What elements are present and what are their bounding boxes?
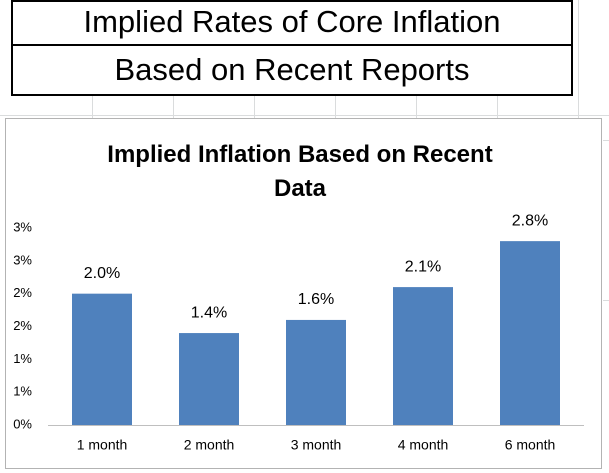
y-tick-label: 1% [13, 351, 32, 366]
bar [179, 333, 239, 425]
x-tick-label: 6 month [505, 437, 556, 453]
y-tick-label: 2% [13, 285, 32, 300]
x-tick-label: 4 month [398, 437, 449, 453]
chart-title: Implied Inflation Based on Recent Data [107, 141, 493, 202]
y-tick-label: 2% [13, 318, 32, 333]
header-title: Implied Rates of Core Inflation [84, 4, 501, 39]
data-label: 1.4% [191, 304, 227, 321]
data-label: 1.6% [298, 291, 334, 308]
data-label: 2.8% [512, 212, 548, 229]
x-tick-label: 1 month [77, 437, 128, 453]
bar [393, 287, 453, 425]
y-tick-label: 3% [13, 252, 32, 267]
x-tick-label: 3 month [291, 437, 342, 453]
y-tick-label: 3% [13, 219, 32, 234]
x-tick-label: 2 month [184, 437, 235, 453]
cell-grid [0, 0, 609, 301]
data-label: 2.1% [405, 258, 441, 275]
header-cell [11, 44, 573, 96]
header-cell [11, 0, 573, 46]
y-tick-label: 1% [13, 384, 32, 399]
header-subtitle: Based on Recent Reports [115, 52, 470, 87]
bar [500, 241, 560, 425]
bar [286, 319, 346, 425]
y-tick-label: 0% [13, 416, 32, 431]
plot: 0% 1% 1% 2% 2% 3% 3% 1 month 2.0% 2 month 1.4% 3 mo… [13, 212, 560, 453]
bar [72, 293, 132, 425]
data-label: 2.0% [84, 265, 120, 282]
